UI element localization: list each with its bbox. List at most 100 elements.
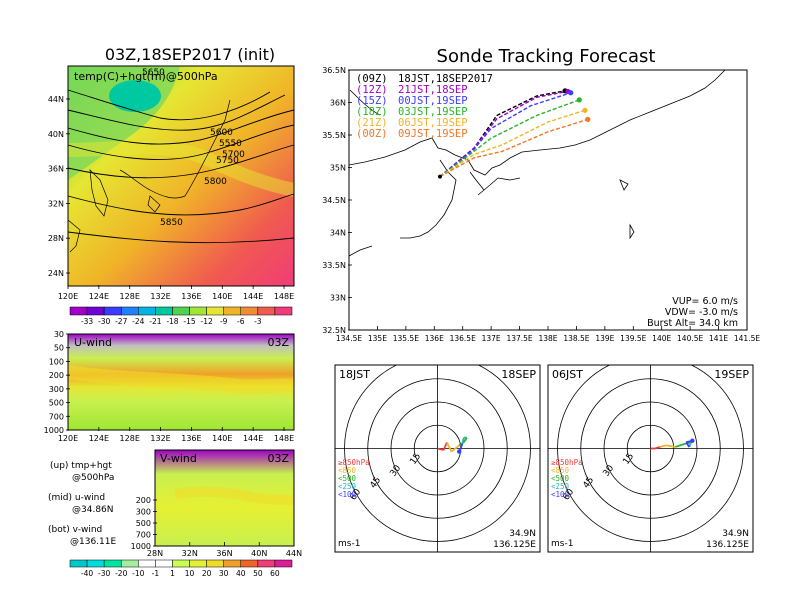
axis-tick-label: 137.5E (506, 334, 532, 343)
launch-jst: 06JST,19SEP (398, 117, 468, 129)
hodograph-segment (675, 442, 685, 448)
axis-tick-label: 40N (48, 130, 64, 139)
track-lines (437, 88, 591, 179)
axis-tick-label: 140E (212, 292, 232, 301)
axis-tick-label: 136E (181, 292, 201, 301)
panel-legend: (up) tmp+hgt @500hPa (mid) u-wind @34.86… (48, 461, 116, 547)
launch-jst: 18JST,18SEP2017 (398, 73, 493, 85)
axis-tick-label: 128E (120, 292, 140, 301)
colorbar-swatch (86, 306, 105, 316)
axis-tick-label: 140E (212, 434, 232, 443)
axis-tick-label: 30 (54, 330, 64, 339)
u-wind-pressure-ticks: 30 50 100 200 300 500 700 1000 (44, 330, 70, 435)
map-label: temp(C)+hgt(m)@500hPa (74, 70, 218, 83)
axis-tick-label: 32N (182, 549, 198, 558)
temp-lon-ticks: 120E 124E 128E 132E 136E 140E 144E 148E (58, 285, 294, 301)
track-lat-ticks: 36.5N 36N 35.5N 35N 34.5N 34N 33.5N 33N 32.5N (322, 66, 352, 335)
level-legend: <500 (338, 474, 357, 483)
colorbar-label: -20 (115, 569, 127, 578)
axis-tick-label: 140E (652, 334, 671, 343)
launch-jst: 09JST,19SEP (398, 128, 468, 140)
level-legend: <100 (551, 490, 570, 499)
colorbar-swatch (120, 306, 139, 316)
axis-tick-label: 134.5E (336, 334, 362, 343)
colorbar-swatch (240, 306, 259, 316)
axis-tick-label: 138.5E (563, 334, 589, 343)
colorbar-swatch (120, 559, 139, 568)
hodograph-lat: 34.9N (722, 529, 749, 539)
axis-tick-label: 132E (150, 292, 170, 301)
colorbar-label: -27 (115, 317, 127, 326)
temp-colorbar: -33 -30 -27 -24 -21 -18 -15 -12 -9 -6 -3 (69, 306, 293, 326)
colorbar-swatch (257, 559, 276, 568)
axis-tick-label: 33.5N (322, 261, 346, 270)
colorbar-label: 40 (236, 569, 246, 578)
colorbar-swatch (69, 306, 88, 316)
level-legend: ≥850hPa (338, 458, 370, 467)
hodograph-date: 19SEP (714, 368, 749, 381)
hodograph-lat: 34.9N (509, 529, 536, 539)
launch-utc: (12Z) (356, 84, 388, 96)
u-wind-label: U-wind (74, 336, 112, 349)
v-wind-pressure-ticks: 200 300 500 700 1000 (131, 496, 157, 551)
hodograph-point (457, 449, 462, 454)
level-legend: <500 (551, 474, 570, 483)
axis-tick-label: 200 (49, 371, 64, 380)
axis-tick-label: 120E (58, 434, 78, 443)
colorbar-swatch (257, 306, 276, 316)
wind-colorbar: -40 -30 -20 -10 -1 1 10 20 30 40 50 60 (69, 559, 293, 578)
temp-map: 5550 5600 5650 5700 5750 5800 5850 temp(… (67, 65, 296, 287)
u-wind-lon-ticks: 120E 124E 128E 132E 136E 140E 144E 148E (58, 427, 294, 443)
axis-tick-label: 200 (136, 496, 151, 505)
axis-tick-label: 144E (243, 292, 263, 301)
axis-tick-label: 35N (330, 164, 346, 173)
track-lon-ticks: 134.5E 135E 135.5E 136E 136.5E 137E 137.5E 138E… (336, 326, 760, 343)
colorbar-label: -6 (237, 317, 245, 326)
hodograph-date: 18SEP (501, 368, 536, 381)
axis-tick-label: 140.5E (677, 334, 703, 343)
axis-tick-label: 124E (89, 434, 109, 443)
height-contours (67, 89, 295, 244)
contour-label: 5700 (222, 150, 245, 160)
axis-tick-label: 148E (274, 292, 294, 301)
axis-tick-label: 50 (54, 344, 64, 353)
colorbar-swatch (172, 559, 190, 568)
launch-utc: (15Z) (356, 95, 388, 107)
colorbar-label: 1 (170, 569, 175, 578)
axis-tick-label: 300 (49, 385, 64, 394)
axis-tick-label: 500 (136, 519, 151, 528)
axis-tick-label: 34.5N (322, 196, 346, 205)
hodograph-unit: ms-1 (338, 539, 360, 549)
ascent-params: VUP= 6.0 m/s VDW= -3.0 m/s Burst Alt= 34… (647, 296, 738, 329)
axis-tick-label: 141.5E (734, 334, 760, 343)
level-legend: ≥850hPa (551, 458, 583, 467)
landing-point (582, 107, 588, 113)
axis-tick-label: 136E (425, 334, 444, 343)
landing-point (568, 90, 574, 96)
contour-label: 5600 (210, 128, 233, 138)
axis-tick-label: 148E (274, 434, 294, 443)
axis-tick-label: 138E (538, 334, 557, 343)
axis-tick-label: 137E (482, 334, 501, 343)
colorbar-label: -10 (132, 569, 144, 578)
launch-utc: (09Z) (356, 73, 388, 85)
launch-point (437, 174, 442, 179)
axis-tick-label: 139.5E (620, 334, 646, 343)
axis-tick-label: 700 (136, 531, 151, 540)
hodograph-segment (459, 443, 464, 449)
colorbar-swatch (103, 306, 122, 316)
colorbar-swatch (206, 559, 224, 568)
colorbar-label: -40 (81, 569, 93, 578)
axis-tick-label: 44N (286, 549, 302, 558)
axis-tick-label: 139E (595, 334, 614, 343)
axis-tick-label: 35.5N (322, 131, 346, 140)
left-title: 03Z,18SEP2017 (init) (105, 45, 275, 64)
legend-line: @136.11E (70, 537, 116, 547)
colorbar-swatch (274, 306, 293, 316)
launch-utc: (18Z) (356, 106, 388, 118)
colorbar-swatch (274, 559, 293, 568)
axis-tick-label: 28N (48, 234, 64, 243)
axis-tick-label: 124E (89, 292, 109, 301)
